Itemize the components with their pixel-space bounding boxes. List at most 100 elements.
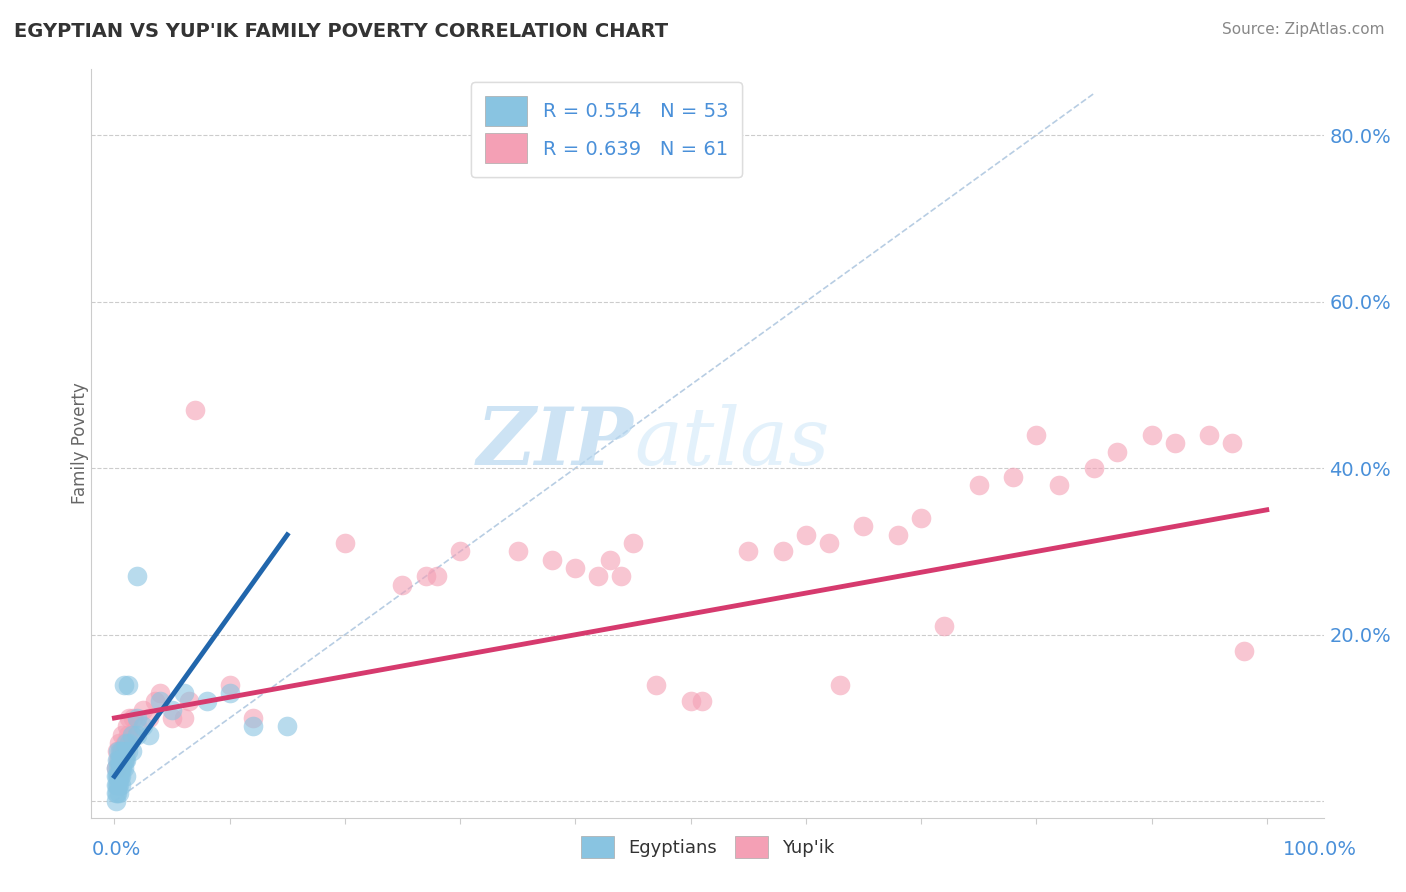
Point: [112, 753, 135, 767]
Point: [772, 544, 794, 558]
Point: [117, 744, 139, 758]
Point: [104, 761, 127, 775]
Point: [242, 711, 264, 725]
Text: atlas: atlas: [634, 404, 830, 482]
Point: [610, 569, 633, 583]
Point: [852, 519, 875, 533]
Point: [107, 769, 129, 783]
Point: [391, 578, 413, 592]
Point: [679, 694, 702, 708]
Point: [108, 778, 131, 792]
Text: Source: ZipAtlas.com: Source: ZipAtlas.com: [1222, 22, 1385, 37]
Text: ZIP: ZIP: [477, 404, 634, 482]
Point: [564, 561, 586, 575]
Point: [114, 753, 136, 767]
Point: [108, 769, 131, 783]
Point: [115, 719, 138, 733]
Point: [105, 769, 128, 783]
Point: [105, 753, 128, 767]
Point: [127, 728, 149, 742]
Point: [818, 536, 841, 550]
Point: [121, 744, 143, 758]
Point: [115, 744, 138, 758]
Point: [127, 719, 149, 733]
Point: [690, 694, 713, 708]
Legend: R = 0.554   N = 53, R = 0.639   N = 61: R = 0.554 N = 53, R = 0.639 N = 61: [471, 82, 742, 178]
Point: [276, 719, 298, 733]
Point: [108, 761, 131, 775]
Y-axis label: Family Poverty: Family Poverty: [72, 383, 89, 504]
Point: [333, 536, 356, 550]
Point: [621, 536, 644, 550]
Point: [118, 736, 141, 750]
Point: [117, 728, 139, 742]
Point: [1163, 436, 1185, 450]
Point: [242, 719, 264, 733]
Point: [110, 769, 132, 783]
Point: [1105, 444, 1128, 458]
Text: 0.0%: 0.0%: [91, 839, 141, 858]
Point: [108, 786, 131, 800]
Point: [114, 744, 136, 758]
Point: [1233, 644, 1256, 658]
Point: [127, 711, 149, 725]
Point: [160, 703, 183, 717]
Point: [110, 744, 132, 758]
Point: [107, 744, 129, 758]
Text: 100.0%: 100.0%: [1282, 839, 1357, 858]
Point: [105, 778, 128, 792]
Point: [1047, 478, 1070, 492]
Point: [105, 786, 128, 800]
Point: [121, 728, 143, 742]
Text: EGYPTIAN VS YUP'IK FAMILY POVERTY CORRELATION CHART: EGYPTIAN VS YUP'IK FAMILY POVERTY CORREL…: [14, 22, 668, 41]
Point: [111, 753, 134, 767]
Point: [115, 769, 138, 783]
Point: [645, 678, 668, 692]
Point: [932, 619, 955, 633]
Point: [127, 569, 149, 583]
Point: [117, 678, 139, 692]
Point: [149, 686, 172, 700]
Point: [104, 794, 127, 808]
Point: [179, 694, 201, 708]
Point: [910, 511, 932, 525]
Point: [173, 711, 195, 725]
Point: [794, 528, 817, 542]
Point: [121, 711, 143, 725]
Point: [105, 744, 128, 758]
Point: [121, 728, 143, 742]
Point: [111, 728, 134, 742]
Point: [104, 769, 127, 783]
Point: [110, 753, 132, 767]
Point: [160, 711, 183, 725]
Point: [112, 753, 135, 767]
Point: [1025, 428, 1047, 442]
Point: [218, 686, 240, 700]
Point: [830, 678, 852, 692]
Point: [737, 544, 759, 558]
Point: [588, 569, 610, 583]
Point: [887, 528, 910, 542]
Point: [111, 761, 134, 775]
Point: [115, 736, 138, 750]
Point: [1198, 428, 1220, 442]
Point: [195, 694, 218, 708]
Point: [138, 711, 160, 725]
Point: [108, 769, 131, 783]
Point: [110, 761, 132, 775]
Point: [967, 478, 990, 492]
Point: [143, 694, 166, 708]
Point: [108, 744, 131, 758]
Point: [104, 786, 127, 800]
Point: [112, 761, 135, 775]
Point: [1002, 469, 1025, 483]
Point: [415, 569, 437, 583]
Point: [110, 778, 132, 792]
Point: [107, 753, 129, 767]
Point: [184, 403, 207, 417]
Point: [114, 736, 136, 750]
Point: [138, 728, 160, 742]
Point: [449, 544, 471, 558]
Point: [426, 569, 449, 583]
Point: [599, 553, 621, 567]
